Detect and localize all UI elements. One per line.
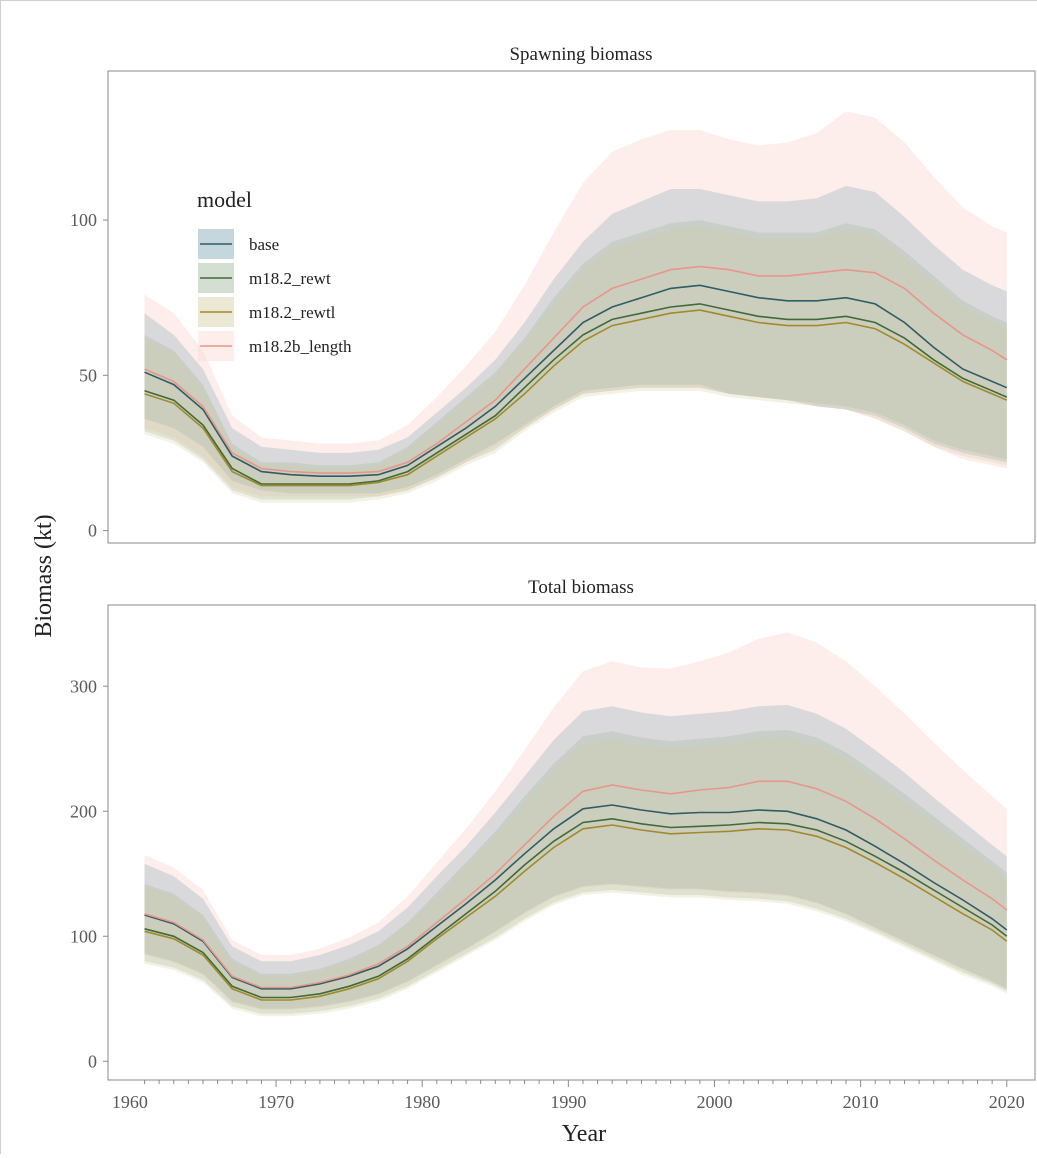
y-axis-title: Biomass (kt) xyxy=(31,514,57,637)
band-m18-2-rewtl xyxy=(144,226,1007,503)
band-base xyxy=(144,705,1007,1009)
plot-frame-spawning xyxy=(107,70,1036,544)
y-tick-label: 100 xyxy=(70,926,97,946)
series-lines-total xyxy=(144,780,1008,1001)
plot-frame-total xyxy=(107,604,1036,1081)
legend-label-m18-2b-length: m18.2b_length xyxy=(249,337,352,356)
legend-label-base: base xyxy=(249,235,279,254)
band-m18-2b-length xyxy=(144,632,1007,1010)
series-lines-spawning xyxy=(144,265,1008,487)
line-m18-2-rewtl xyxy=(144,309,1008,487)
x-tick-label: 1960 xyxy=(112,1092,148,1112)
legend-items: base m18.2_rewt m18.2_rewtl m18.2b_length xyxy=(198,229,352,361)
confidence-bands-total xyxy=(144,632,1007,1017)
x-tick-label: 1980 xyxy=(404,1092,440,1112)
band-m18-2-rewtl xyxy=(144,737,1007,1017)
band-m18-2b-length xyxy=(144,111,1007,497)
band-m18-2-rewt xyxy=(144,220,1007,500)
x-tick-label: 2020 xyxy=(989,1092,1025,1112)
y-tick-label: 0 xyxy=(88,521,97,541)
y-tick-label: 0 xyxy=(88,1051,97,1071)
legend-label-m18-2-rewt: m18.2_rewt xyxy=(249,269,331,288)
y-axis-total: 0 100 200 300 xyxy=(70,676,108,1071)
y-tick-label: 200 xyxy=(70,801,97,821)
x-tick-label: 2000 xyxy=(696,1092,732,1112)
x-tick-label: 2010 xyxy=(843,1092,879,1112)
line-m18-2-rewtl xyxy=(144,824,1008,1001)
y-tick-label: 100 xyxy=(70,210,97,230)
legend: model base m18.2_rewt m18.2_rewtl m18.2b_le… xyxy=(197,187,352,361)
line-base xyxy=(144,284,1008,478)
panel-spawning-biomass: Spawning biomass 0 50 100 xyxy=(70,44,1036,544)
panel-total-biomass: Total biomass 0 100 200 300 xyxy=(70,577,1036,1081)
panel-title-total-biomass: Total biomass xyxy=(528,577,634,598)
line-m18-2-rewt xyxy=(144,817,1008,999)
x-tick-label: 1990 xyxy=(550,1092,586,1112)
line-m18-2b-length xyxy=(144,265,1008,474)
legend-title: model xyxy=(197,187,252,212)
y-tick-label: 300 xyxy=(70,676,97,696)
x-tick-label: 1970 xyxy=(258,1092,294,1112)
line-m18-2-rewt xyxy=(144,303,1008,485)
y-tick-label: 50 xyxy=(79,365,97,385)
panel-title-spawning-biomass: Spawning biomass xyxy=(509,44,652,65)
y-axis-spawning: 0 50 100 xyxy=(70,210,108,541)
band-base xyxy=(144,185,1007,494)
x-axis-title: Year xyxy=(562,1121,606,1147)
band-m18-2-rewt xyxy=(144,730,1007,1014)
x-axis: 1960 1970 1980 1990 2000 2010 2020 xyxy=(112,1080,1025,1112)
line-m18-2b-length xyxy=(144,780,1008,989)
confidence-bands-spawning xyxy=(144,111,1007,503)
line-base xyxy=(144,804,1008,990)
legend-label-m18-2-rewtl: m18.2_rewtl xyxy=(249,303,336,322)
